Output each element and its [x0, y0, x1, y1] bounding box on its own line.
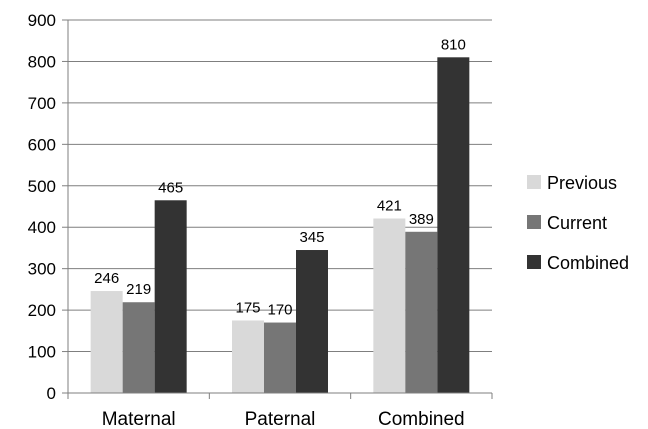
y-axis-ticks: 0 100 200 300 400 500 600 700 800 900	[28, 11, 68, 403]
data-label: 170	[267, 302, 292, 319]
y-tick-label: 300	[28, 260, 56, 279]
bars	[90, 57, 470, 394]
y-tick-label: 800	[28, 52, 56, 71]
y-tick-label: 600	[28, 135, 56, 154]
x-category-label: Paternal	[245, 409, 316, 429]
data-labels: 246 219 465 175 170 345 421 389 810	[94, 36, 466, 318]
data-label: 175	[235, 299, 260, 316]
axes	[67, 20, 493, 399]
data-label: 465	[158, 179, 183, 196]
data-label: 421	[377, 198, 402, 215]
legend-label: Current	[547, 213, 607, 233]
x-category-label: Combined	[378, 409, 465, 429]
y-tick-label: 900	[28, 11, 56, 30]
x-category-label: Maternal	[102, 409, 176, 429]
x-axis-categories: Maternal Paternal Combined	[102, 409, 465, 429]
data-label: 810	[441, 36, 466, 53]
legend-swatch-current	[527, 215, 541, 229]
data-label: 246	[94, 270, 119, 287]
bar-paternal-combined	[296, 250, 328, 393]
bar-combined-combined	[437, 57, 470, 394]
y-tick-label: 500	[28, 177, 56, 196]
legend-label: Previous	[547, 173, 617, 193]
data-label: 219	[126, 281, 151, 298]
bar-combined-previous	[373, 218, 406, 393]
bar-combined-current	[405, 231, 438, 393]
legend-swatch-combined	[527, 255, 541, 269]
legend: Previous Current Combined	[527, 173, 629, 273]
y-tick-label: 400	[28, 218, 56, 237]
bar-maternal-combined	[154, 200, 187, 393]
bar-maternal-current	[122, 302, 155, 393]
bar-maternal-previous	[90, 291, 123, 393]
data-label: 345	[299, 229, 324, 246]
y-tick-label: 200	[28, 301, 56, 320]
bar-paternal-previous	[232, 320, 264, 393]
data-label: 389	[409, 211, 434, 228]
legend-label: Combined	[547, 253, 629, 273]
bar-paternal-current	[264, 322, 296, 393]
y-tick-label: 0	[47, 384, 56, 403]
y-tick-label: 100	[28, 343, 56, 362]
legend-swatch-previous	[527, 175, 541, 189]
y-tick-label: 700	[28, 94, 56, 113]
